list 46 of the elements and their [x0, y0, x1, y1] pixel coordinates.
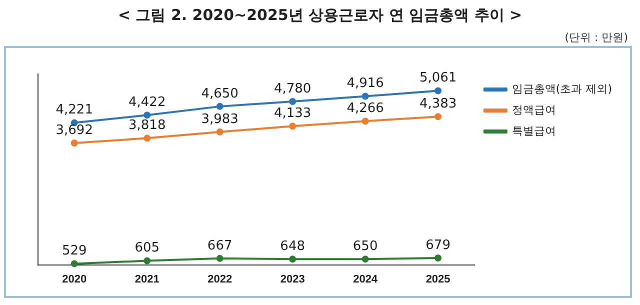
point [216, 102, 224, 110]
point [144, 257, 151, 264]
data-label: 648 [280, 239, 305, 254]
point [144, 134, 151, 142]
data-label: 4,916 [346, 76, 384, 92]
point [434, 254, 442, 262]
data-label: 5,061 [419, 70, 457, 86]
x-tick-label: 2021 [134, 273, 160, 286]
point [289, 122, 296, 130]
data-label: 605 [134, 240, 160, 256]
x-tick-label: 2020 [62, 273, 87, 286]
legend-label: 임금총액(초과 제외) [512, 82, 612, 96]
point [70, 260, 78, 268]
data-label: 4,422 [128, 95, 166, 110]
data-label: 650 [352, 238, 378, 254]
x-tick-label: 2025 [426, 273, 450, 286]
point [144, 112, 151, 119]
x-tick-label: 2024 [353, 273, 378, 286]
data-label: 667 [207, 238, 232, 254]
point [434, 113, 442, 120]
point [289, 98, 296, 105]
data-label: 3,818 [128, 118, 166, 134]
x-tick-label: 2023 [280, 273, 305, 286]
point [362, 92, 369, 100]
legend-label: 정액급여 [512, 103, 556, 116]
point [434, 87, 442, 94]
data-label: 679 [426, 238, 450, 253]
data-label: 4,780 [274, 81, 312, 96]
point [362, 256, 369, 263]
data-label: 3,692 [56, 122, 93, 138]
data-label: 4,650 [201, 86, 238, 102]
point [216, 254, 224, 262]
data-label: 4,266 [346, 100, 384, 116]
point [70, 139, 78, 146]
point [362, 118, 369, 125]
data-label: 4,221 [56, 102, 93, 118]
data-label: 529 [62, 244, 87, 259]
point [289, 256, 296, 263]
legend-label: 특별급여 [512, 124, 556, 138]
x-tick-label: 2022 [208, 273, 232, 286]
data-label: 4,383 [419, 96, 457, 112]
text: (단위 : 만원) [564, 30, 628, 45]
chart-title: < 그림 2. 2020~2025년 상용근로자 연 임금총액 추이 > [116, 6, 524, 25]
data-label: 3,983 [201, 112, 238, 127]
data-label: 4,133 [274, 106, 312, 122]
point [216, 128, 224, 136]
